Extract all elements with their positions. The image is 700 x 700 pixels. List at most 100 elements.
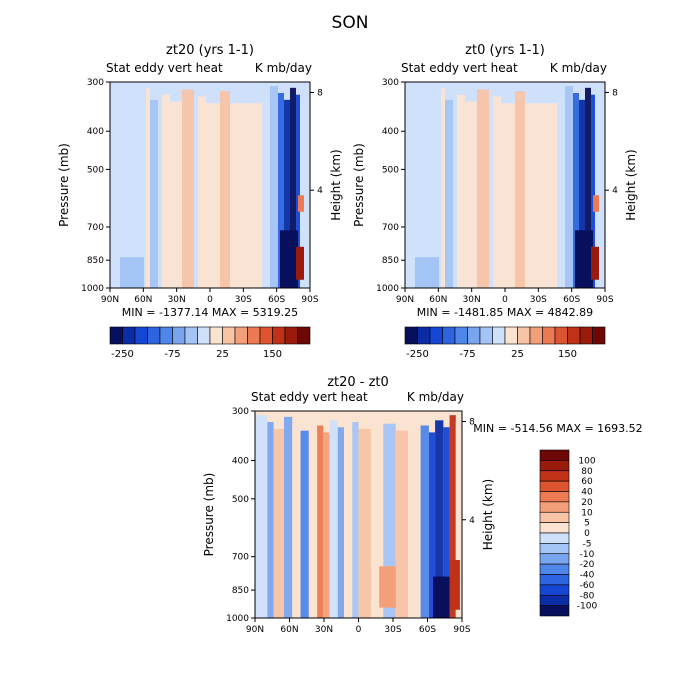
contour-band <box>300 430 309 618</box>
colorbar-swatch <box>122 326 136 345</box>
contour-band <box>405 86 415 288</box>
colorbar-swatch <box>467 326 481 345</box>
colorbar-swatch <box>539 574 570 586</box>
x-tick-label: 0 <box>502 295 508 305</box>
contour-field <box>110 82 310 288</box>
x-tick-label: 90N <box>396 295 414 305</box>
y-tick-label: 500 <box>382 165 399 175</box>
colorbar-label: 10 <box>581 508 593 518</box>
colorbar-swatch <box>539 491 570 503</box>
contour-band <box>579 99 585 288</box>
colorbar-swatch <box>542 326 556 345</box>
contour-band <box>278 92 284 288</box>
colorbar-swatch <box>109 326 123 345</box>
contour-band <box>591 246 599 280</box>
colorbar-label: 150 <box>263 349 282 360</box>
y2-tick-label: 8 <box>612 88 618 98</box>
contour-band <box>283 416 293 618</box>
contour-band <box>477 89 489 288</box>
contour-band <box>120 257 144 288</box>
contour-band <box>290 87 296 288</box>
contour-band <box>565 86 573 288</box>
colorbar-label: 150 <box>558 349 577 360</box>
contour-band <box>379 566 396 608</box>
colorbar-swatch <box>567 326 581 345</box>
y-tick-label: 850 <box>232 586 249 596</box>
contour-field <box>255 411 462 618</box>
contour-band <box>449 560 460 610</box>
contour-field <box>405 82 605 288</box>
contour-band <box>300 101 310 288</box>
y-tick-label: 1000 <box>81 284 104 294</box>
x-tick-label: 90N <box>101 295 119 305</box>
contour-band <box>443 427 450 618</box>
y2-tick-label: 8 <box>317 88 323 98</box>
colorbar-swatch <box>404 326 418 345</box>
x-tick-label: 60N <box>134 295 152 305</box>
x-tick-label: 30S <box>235 295 252 305</box>
colorbar-label: -10 <box>580 550 595 560</box>
contour-band <box>557 98 565 288</box>
colorbar-swatch <box>539 553 570 565</box>
contour-band <box>280 230 298 288</box>
colorbar-swatch <box>539 470 570 482</box>
x-tick-label: 0 <box>356 625 362 635</box>
contour-band <box>162 94 170 288</box>
colorbar-swatch <box>147 326 161 345</box>
contour-band <box>120 92 146 288</box>
contour-band <box>323 432 330 618</box>
contour-band <box>344 415 353 618</box>
x-tick-label: 30S <box>530 295 547 305</box>
contour-band <box>497 103 557 288</box>
y-tick-label: 300 <box>232 407 249 417</box>
contour-band <box>296 94 300 288</box>
colorbar-swatch <box>184 326 198 345</box>
colorbar-swatch <box>539 532 570 544</box>
x-tick-label: 30S <box>384 625 401 635</box>
colorbar-zt20: -250 -75 25 150 <box>109 326 311 360</box>
min-max-label: MIN = -1481.85 MAX = 4842.89 <box>417 306 593 319</box>
colorbar-label: 20 <box>581 498 593 508</box>
colorbar-swatch <box>517 326 531 345</box>
contour-band <box>457 94 465 288</box>
colorbar-label: 60 <box>581 477 593 487</box>
colorbar-swatch <box>284 326 298 345</box>
colorbar-label: 25 <box>216 349 229 360</box>
colorbar-label: 5 <box>584 519 590 529</box>
contour-band <box>415 257 439 288</box>
y2-tick-label: 4 <box>612 186 618 196</box>
x-tick-label: 90S <box>596 295 613 305</box>
y-tick-label: 400 <box>232 456 249 466</box>
contour-band <box>358 428 371 618</box>
x-tick-label: 60S <box>419 625 436 635</box>
y-tick-label: 850 <box>382 256 399 266</box>
contour-band <box>449 415 456 618</box>
contour-band <box>146 87 150 288</box>
colorbar-swatch <box>209 326 223 345</box>
contour-band <box>395 430 409 618</box>
colorbar-swatch <box>554 326 568 345</box>
contour-band <box>296 246 304 280</box>
y-axis-label: Pressure (mb) <box>202 473 216 557</box>
contour-band <box>455 422 462 618</box>
colorbar-swatch <box>579 326 593 345</box>
x-tick-label: 90S <box>301 295 318 305</box>
panel-subtitle-right: K mb/day <box>255 61 312 75</box>
contour-band <box>262 98 270 288</box>
y2-tick-label: 8 <box>469 418 475 428</box>
min-max-label: MIN = -514.56 MAX = 1693.52 <box>473 422 642 435</box>
colorbar-swatch <box>442 326 456 345</box>
contour-band <box>420 425 429 618</box>
contour-band <box>337 427 345 618</box>
y-tick-label: 400 <box>382 127 399 137</box>
colorbar-swatch <box>259 326 273 345</box>
contour-band <box>415 92 441 288</box>
colorbar-swatch <box>222 326 236 345</box>
colorbar-swatch <box>417 326 431 345</box>
y-tick-label: 1000 <box>226 614 249 624</box>
colorbar-swatch <box>172 326 186 345</box>
contour-band <box>110 86 120 288</box>
panel-zt20: zt20 (yrs 1-1) Stat eddy vert heat K mb/da… <box>57 43 343 319</box>
